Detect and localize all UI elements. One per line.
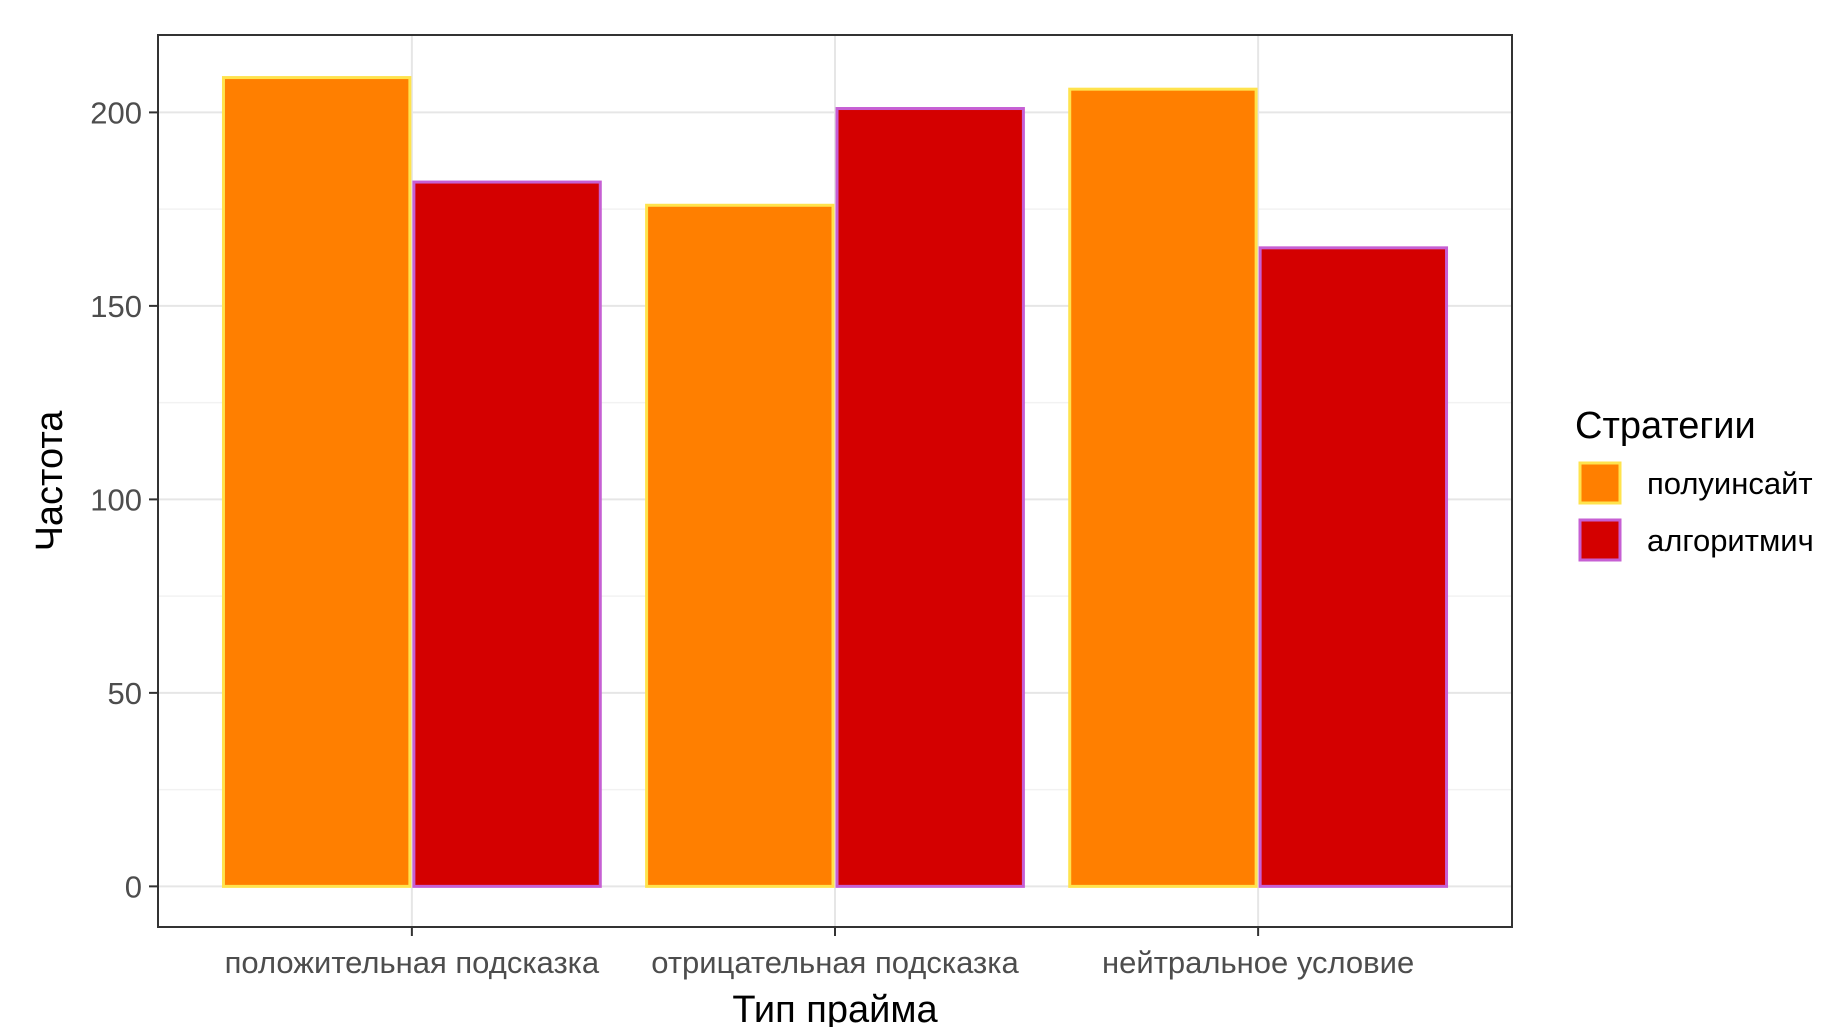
y-tick-label: 200 [90,95,142,130]
x-axis-ticks: положительная подсказка отрицательная под… [225,927,1414,980]
y-tick-label: 0 [125,869,142,904]
legend-label: алгоритмич [1647,523,1814,558]
y-tick-label: 100 [90,482,142,517]
x-tick-label: положительная подсказка [225,945,600,980]
bar-poluinsait [645,203,835,888]
x-tick-label: отрицательная подсказка [651,945,1019,980]
legend-key [1578,461,1622,505]
legend-title: Стратегии [1575,405,1756,447]
bar-poluinsait [1068,87,1258,888]
y-tick-label: 50 [108,676,142,711]
x-axis-title: Тип прайма [732,989,938,1027]
x-tick-label: нейтральное условие [1102,945,1414,980]
legend-label: полуинсайт [1647,466,1813,501]
y-tick-label: 150 [90,289,142,324]
y-axis-title: Частота [29,410,71,552]
bar-algoritmich [412,180,602,888]
legend: Стратегии полуинсайт алгоритмич [1575,405,1814,562]
bar-algoritmich [835,107,1025,888]
bar-poluinsait [221,76,412,888]
legend-key [1578,518,1622,562]
bars [221,76,1449,888]
bar-algoritmich [1258,246,1449,888]
y-axis-ticks: 0 50 100 150 200 [90,95,158,904]
